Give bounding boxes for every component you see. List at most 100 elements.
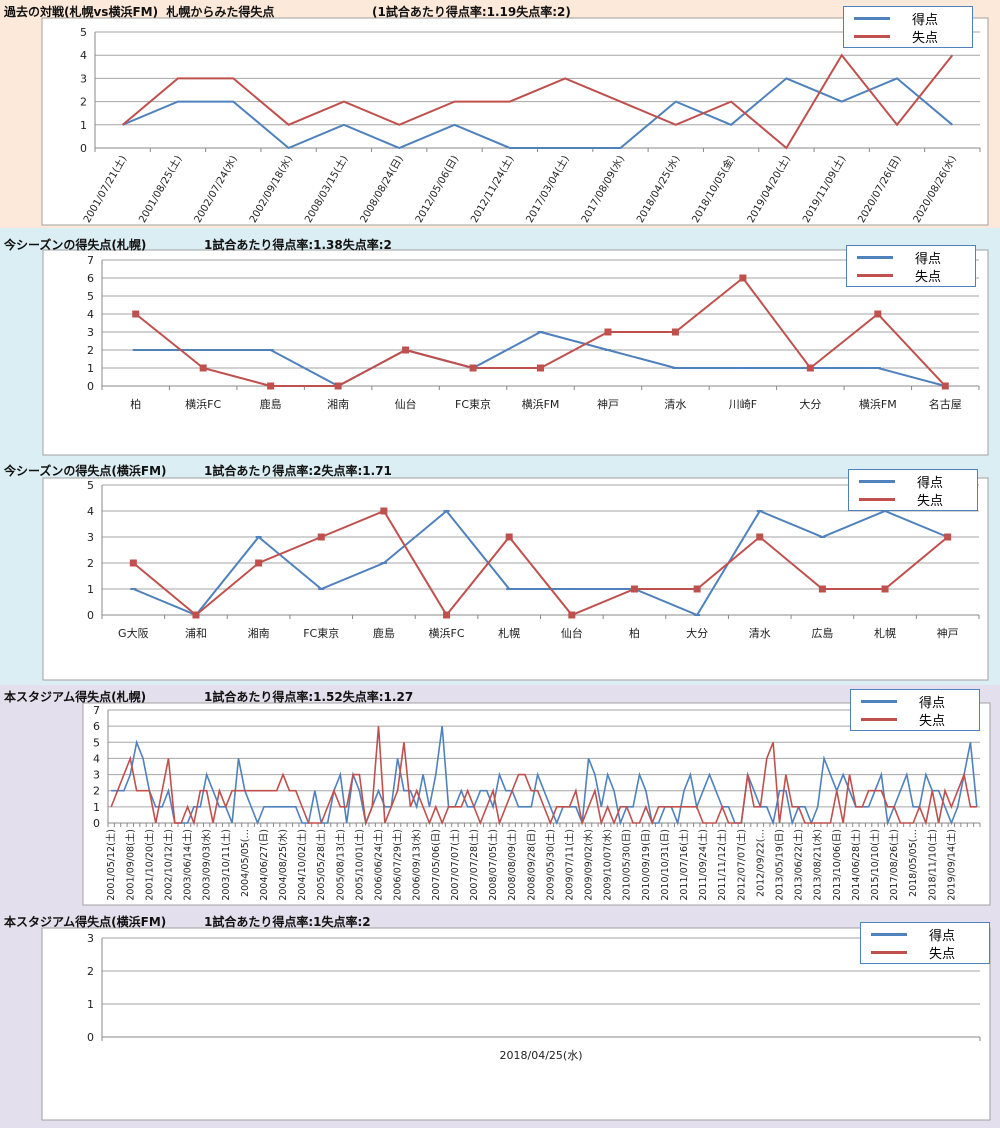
x-tick-label: 2018/04/25(水) [500, 1049, 583, 1062]
x-tick-label: 清水 [749, 627, 771, 640]
x-tick-label: 2013/06/22(土) [793, 829, 805, 901]
data-point-conceded [693, 585, 701, 593]
series-line-conceded [122, 53, 954, 150]
chart4-subtitle: 1試合あたり得点率:1.52失点率:1.27 [204, 690, 414, 704]
data-point-conceded [443, 611, 451, 619]
legend-conceded-line [854, 34, 890, 38]
x-tick-label: FC東京 [303, 626, 339, 640]
x-tick-label: 横浜FC [185, 397, 221, 411]
data-point-conceded [818, 585, 826, 593]
data-point-scored [506, 588, 513, 590]
data-point-scored [130, 588, 137, 590]
chart3-legend: 得点 失点 [848, 469, 978, 511]
y-tick-label: 4 [93, 752, 100, 765]
x-tick-label: 2003/06/14(土) [182, 829, 194, 901]
y-tick-label: 4 [80, 49, 87, 62]
x-tick-label: 浦和 [185, 627, 207, 640]
data-point-scored [739, 367, 746, 369]
data-point-conceded [255, 559, 263, 567]
x-tick-label: 2009/10/07(水) [602, 829, 614, 901]
legend-scored-label: 得点 [919, 695, 946, 711]
x-tick-label: 2004/10/02(土) [296, 829, 308, 901]
data-point-scored [537, 331, 544, 333]
x-tick-label: 2013/05/19(日) [775, 829, 786, 901]
data-point-conceded [317, 533, 325, 541]
x-tick-label: 鹿島 [373, 626, 395, 640]
chart-frame [41, 927, 991, 1121]
x-tick-label: 仙台 [395, 397, 417, 411]
data-point-conceded [944, 533, 952, 541]
data-point-conceded [129, 559, 137, 567]
data-point-conceded [739, 274, 747, 282]
data-point-conceded [402, 346, 410, 354]
chart3-subtitle: 1試合あたり得点率:2失点率:1.71 [204, 464, 392, 478]
data-point-conceded [604, 328, 612, 336]
y-tick-label: 1 [80, 119, 87, 132]
legend-scored-line [859, 479, 895, 483]
x-tick-label: 2012/07/07(土) [735, 829, 747, 901]
chart1-legend: 得点 失点 [843, 6, 973, 48]
y-tick-label: 1 [87, 583, 94, 596]
x-tick-label: 2008/09/28(日) [526, 829, 537, 901]
y-tick-label: 2 [87, 965, 94, 978]
y-tick-label: 0 [93, 817, 100, 830]
legend-scored-line [871, 932, 907, 936]
x-tick-label: 2011/07/16(土) [678, 829, 690, 901]
data-point-scored [672, 367, 679, 369]
y-tick-label: 5 [93, 736, 100, 749]
data-point-conceded [630, 585, 638, 593]
legend-conceded-label: 失点 [912, 30, 939, 46]
chart5-subtitle: 1試合あたり得点率:1失点率:2 [204, 915, 371, 929]
data-point-conceded [469, 364, 477, 372]
chart5-legend: 得点 失点 [860, 922, 990, 964]
chart1-title: 過去の対戦(札幌vs横浜FM) 札幌からみた得失点 [4, 5, 275, 19]
x-tick-label: 柏 [130, 397, 141, 411]
x-tick-label: 2005/05/28(土) [315, 829, 327, 901]
x-tick-label: 湘南 [248, 626, 270, 640]
x-tick-label: 2006/07/29(土) [392, 829, 404, 901]
x-tick-label: 札幌 [498, 626, 520, 640]
data-point-scored [380, 562, 387, 564]
x-tick-label: 2008/07/05(土) [487, 829, 499, 901]
legend-scored-line [857, 255, 893, 259]
data-point-scored [819, 536, 826, 538]
x-tick-label: FC東京 [455, 397, 491, 411]
legend-conceded-label: 失点 [917, 493, 944, 509]
x-tick-label: 大分 [686, 626, 708, 640]
series-line-scored [111, 726, 978, 827]
x-tick-label: 2017/08/26(土) [888, 829, 900, 901]
y-tick-label: 3 [87, 932, 94, 945]
chart-5: 0 1 2 3 2018/04/25(水) [41, 927, 991, 1121]
y-tick-label: 2 [87, 557, 94, 570]
x-tick-label: 神戸 [597, 397, 619, 411]
legend-conceded-label: 失点 [915, 269, 942, 285]
data-point-conceded [199, 364, 207, 372]
series-line-conceded [132, 509, 949, 617]
x-tick-label: G大阪 [118, 626, 149, 640]
legend-scored-label: 得点 [915, 251, 942, 267]
data-point-scored [132, 349, 139, 351]
x-tick-label: 仙台 [561, 626, 583, 640]
y-tick-label: 7 [87, 254, 94, 267]
legend-conceded-line [871, 950, 907, 954]
x-tick-label: 横浜FC [429, 626, 465, 640]
y-tick-label: 0 [87, 1031, 94, 1044]
data-point-conceded [380, 507, 388, 515]
x-tick-label: 神戸 [937, 626, 959, 640]
x-tick-label: 札幌 [874, 626, 896, 640]
chart-frame [41, 17, 989, 226]
x-tick-label: 横浜FM [859, 397, 897, 411]
x-tick-label: 川崎F [729, 397, 757, 411]
x-tick-label: 2010/10/31(日) [660, 829, 671, 901]
x-tick-label: 名古屋 [929, 397, 962, 411]
x-tick-label: 2007/07/07(土) [449, 829, 461, 901]
data-point-scored [267, 349, 274, 351]
x-tick-label: 2004/05/05(… [240, 829, 251, 897]
x-tick-label: 2018/05/05(… [908, 829, 919, 897]
x-tick-label: 2014/06/28(土) [850, 829, 862, 901]
chart4-legend: 得点 失点 [850, 689, 980, 731]
data-point-conceded [756, 533, 764, 541]
y-tick-label: 7 [93, 704, 100, 717]
data-point-scored [756, 510, 763, 512]
